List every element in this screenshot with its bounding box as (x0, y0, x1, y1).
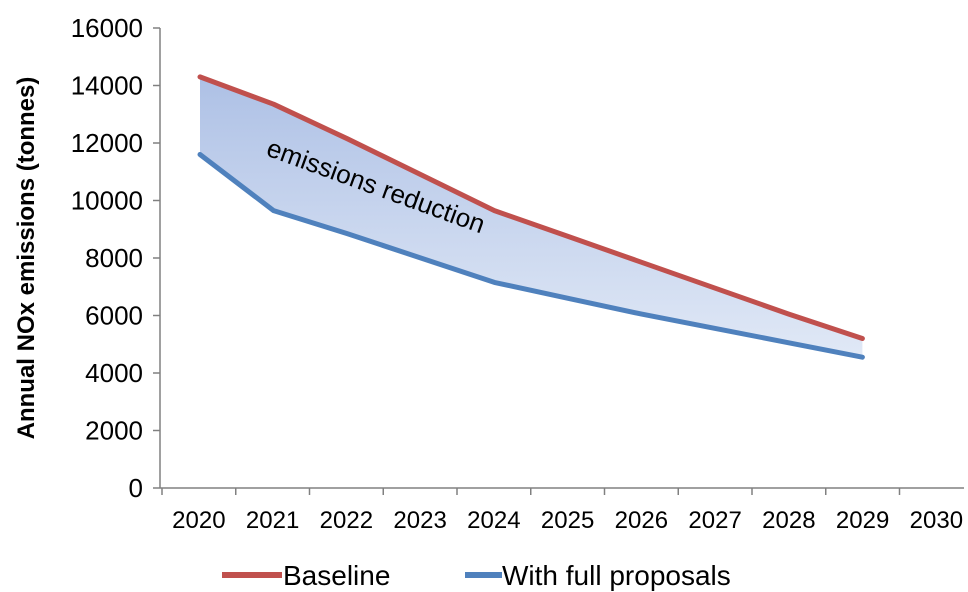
legend-label-baseline: Baseline (283, 560, 390, 591)
x-tick-label: 2027 (688, 507, 741, 534)
x-tick-label: 2030 (910, 507, 963, 534)
series-line-baseline (197, 74, 865, 341)
y-axis-title: Annual NOx emissions (tonnes) (13, 77, 40, 440)
x-tick-label: 2028 (762, 507, 815, 534)
x-tick-label: 2023 (393, 507, 446, 534)
y-tick-label: 14000 (71, 71, 143, 101)
x-tick-label: 2029 (836, 507, 889, 534)
y-tick-label: 12000 (71, 128, 143, 158)
x-tick-label: 2020 (172, 507, 225, 534)
series-line-with-full-proposals (197, 152, 865, 360)
y-tick-label: 0 (129, 473, 143, 503)
axes: 0 2000 4000 6000 8000 10000 12000 14000 16000 202… (71, 13, 964, 534)
x-tick-label: 2025 (541, 507, 594, 534)
y-tick-label: 4000 (85, 358, 143, 388)
y-tick-label: 10000 (71, 186, 143, 216)
emissions-reduction-area (200, 76, 863, 358)
x-tick-label: 2022 (320, 507, 373, 534)
legend: Baseline With full proposals (222, 560, 731, 591)
series-layer (197, 74, 865, 360)
x-tick-label: 2026 (615, 507, 668, 534)
y-tick-label: 8000 (85, 243, 143, 273)
y-tick-label: 2000 (85, 416, 143, 446)
reduction-area-layer (200, 76, 863, 358)
y-tick-label: 16000 (71, 13, 143, 43)
legend-label-with-full-proposals: With full proposals (502, 560, 731, 591)
x-tick-label: 2024 (467, 507, 520, 534)
y-tick-label: 6000 (85, 301, 143, 331)
x-tick-label: 2021 (246, 507, 299, 534)
